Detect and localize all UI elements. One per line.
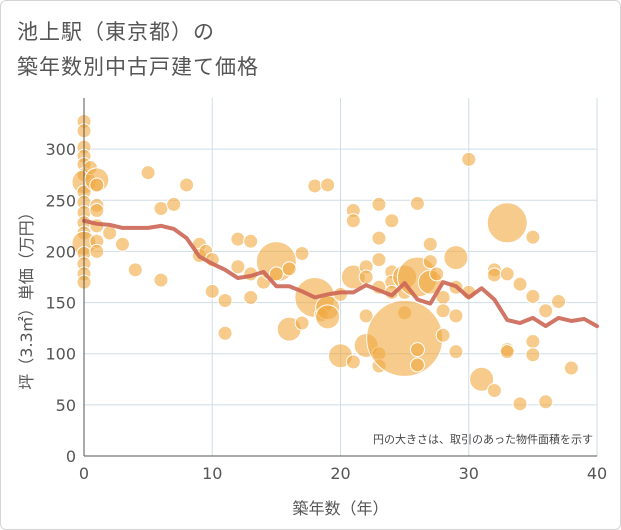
bubble xyxy=(230,259,246,275)
x-axis-title: 築年数（年） xyxy=(292,499,388,518)
bubble xyxy=(538,394,554,410)
bubble xyxy=(230,231,246,247)
bubble xyxy=(429,266,445,282)
bubble xyxy=(448,308,464,324)
bubble xyxy=(525,333,541,349)
bubble xyxy=(89,203,105,219)
bubble xyxy=(371,196,387,212)
bubble xyxy=(345,213,361,229)
bubble xyxy=(217,325,233,341)
x-tick-label: 30 xyxy=(459,464,479,483)
bubble xyxy=(551,294,567,310)
bubble xyxy=(102,225,118,241)
bubbles xyxy=(71,114,579,412)
x-tick-label: 40 xyxy=(587,464,607,483)
bubble xyxy=(384,213,400,229)
bubble xyxy=(315,304,341,330)
trend-line xyxy=(82,218,599,329)
bubble xyxy=(525,288,541,304)
bubble xyxy=(307,178,323,194)
bubble xyxy=(499,344,515,360)
bubble xyxy=(114,236,130,252)
bubble xyxy=(563,360,579,376)
bubble xyxy=(140,165,156,181)
bubble xyxy=(486,202,528,244)
y-tick-label: 50 xyxy=(56,396,76,415)
y-axis-title: 坪（3.3㎡）単価（万円） xyxy=(17,204,36,389)
y-tick-label: 100 xyxy=(45,345,76,364)
title-line-1: 池上駅（東京都）の xyxy=(17,20,215,44)
bubble xyxy=(204,283,220,299)
x-tick-label: 20 xyxy=(330,464,350,483)
bubble xyxy=(89,177,105,193)
bubble xyxy=(486,267,502,283)
bubble xyxy=(461,151,477,167)
x-tick-label: 0 xyxy=(79,464,89,483)
title-line-2: 築年数別中古戸建て価格 xyxy=(17,55,259,79)
bubble xyxy=(281,261,297,277)
bubble xyxy=(89,243,105,259)
bubble xyxy=(435,327,451,343)
bubble xyxy=(371,252,387,268)
bubble xyxy=(179,177,195,193)
bubble xyxy=(294,245,310,261)
y-tick-label: 150 xyxy=(45,294,76,313)
bubble xyxy=(512,276,528,292)
bubble xyxy=(409,357,425,373)
size-note: 円の大きさは、取引のあった物件面積を示す xyxy=(373,432,593,446)
x-tick-label: 10 xyxy=(202,464,222,483)
bubble xyxy=(469,366,495,392)
bubble xyxy=(525,347,541,363)
bubble xyxy=(486,383,502,399)
bubble xyxy=(435,303,451,319)
trend-line-layer xyxy=(82,218,599,329)
bubble xyxy=(153,272,169,288)
bubble xyxy=(371,230,387,246)
bubble xyxy=(320,177,336,193)
chart-title: 池上駅（東京都）の 築年数別中古戸建て価格 xyxy=(17,15,259,85)
y-tick-label: 200 xyxy=(45,242,76,261)
y-tick-label: 0 xyxy=(66,447,76,466)
bubble xyxy=(358,308,374,324)
bubble xyxy=(422,236,438,252)
bubble xyxy=(499,266,515,282)
bubble xyxy=(422,254,438,270)
bubble xyxy=(294,315,310,331)
bubble xyxy=(525,229,541,245)
bubble xyxy=(166,196,182,212)
axes: 0 50 100 150 200 250 300 0 10 20 30 40 xyxy=(45,98,607,483)
bubble xyxy=(243,289,259,305)
y-tick-label: 300 xyxy=(45,140,76,159)
bubble xyxy=(443,245,469,271)
bubble xyxy=(409,342,425,358)
bubble xyxy=(153,200,169,216)
bubble xyxy=(538,303,554,319)
bubble xyxy=(127,262,143,278)
bubble xyxy=(448,344,464,360)
y-tick-label: 250 xyxy=(45,191,76,210)
bubble xyxy=(345,354,361,370)
bubble xyxy=(409,195,425,211)
bubble xyxy=(217,293,233,309)
bubble xyxy=(512,396,528,412)
bubble xyxy=(268,266,284,282)
bubble xyxy=(366,299,444,377)
bubble xyxy=(243,233,259,249)
bubble xyxy=(358,269,374,285)
